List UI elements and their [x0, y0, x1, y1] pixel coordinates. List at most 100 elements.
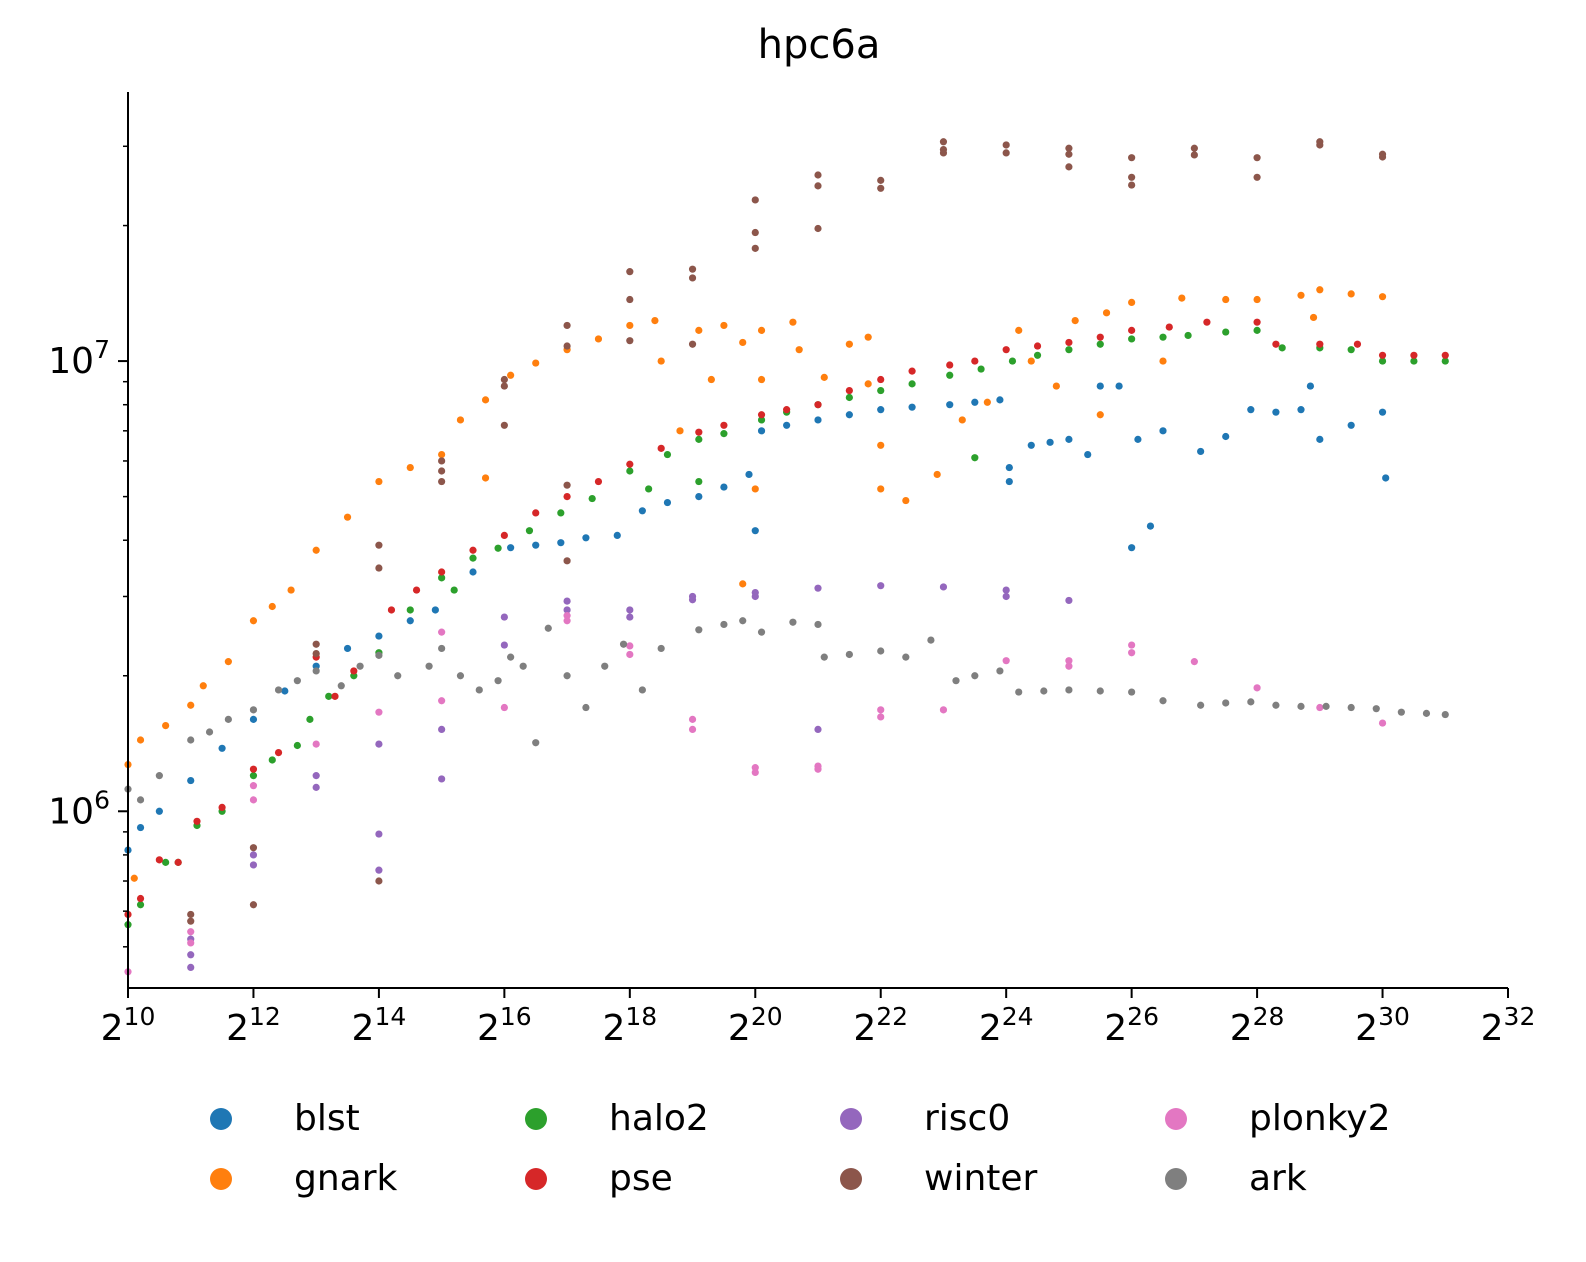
point-blst: [1115, 382, 1123, 390]
point-blst: [1027, 441, 1035, 449]
point-ark: [1272, 701, 1280, 709]
point-blst: [249, 715, 258, 723]
point-pse: [814, 401, 822, 409]
point-ark: [820, 653, 828, 661]
point-gnark: [651, 317, 659, 325]
point-halo2: [588, 494, 596, 503]
point-halo2: [1222, 328, 1230, 336]
point-gnark: [456, 416, 465, 424]
x-tick-label: 232: [1481, 1002, 1536, 1049]
point-gnark: [1096, 411, 1104, 419]
point-gnark: [958, 416, 966, 424]
point-winter: [751, 196, 759, 204]
point-ark: [1040, 687, 1048, 695]
point-gnark: [983, 398, 991, 406]
point-pse: [155, 856, 163, 864]
point-blst: [1005, 477, 1013, 486]
point-blst: [532, 541, 540, 549]
legend-marker: [525, 1107, 547, 1130]
point-ark: [1015, 688, 1023, 696]
point-pse: [387, 606, 396, 614]
point-pse: [877, 375, 885, 384]
point-risc0: [187, 951, 195, 959]
point-halo2: [1033, 351, 1042, 359]
point-ark: [155, 772, 163, 780]
point-halo2: [494, 544, 502, 552]
point-gnark: [1015, 326, 1023, 334]
series-risc0: [187, 582, 1073, 972]
point-plonky2: [187, 928, 195, 936]
point-gnark: [224, 658, 232, 666]
point-gnark: [162, 721, 170, 730]
point-pse: [193, 817, 201, 825]
point-blst: [1222, 432, 1230, 441]
point-risc0: [1065, 596, 1073, 605]
point-winter: [1190, 144, 1198, 152]
point-ark: [877, 647, 885, 655]
point-pse: [1096, 333, 1104, 341]
point-plonky2: [688, 725, 697, 734]
point-ark: [619, 640, 628, 648]
point-risc0: [312, 783, 320, 791]
legend-marker: [840, 1107, 862, 1130]
point-ark: [136, 796, 145, 804]
point-halo2: [695, 477, 703, 486]
point-gnark: [757, 375, 766, 384]
point-ark: [519, 662, 527, 670]
y-tick-label: 107: [48, 335, 110, 382]
point-risc0: [375, 740, 383, 748]
point-gnark: [864, 380, 872, 388]
point-ark: [789, 618, 797, 626]
point-halo2: [1159, 333, 1167, 341]
point-pse: [1353, 340, 1362, 348]
x-tick-label: 216: [477, 1002, 532, 1049]
point-blst: [1065, 435, 1073, 443]
point-halo2: [406, 606, 414, 614]
point-pse: [563, 493, 571, 501]
point-halo2: [626, 467, 634, 475]
point-risc0: [1002, 586, 1010, 594]
point-ark: [563, 672, 571, 680]
point-blst: [1128, 544, 1136, 552]
point-winter: [563, 481, 571, 489]
point-winter: [1253, 173, 1261, 181]
point-blst: [469, 568, 477, 576]
point-halo2: [1008, 357, 1017, 365]
point-pse: [274, 749, 283, 757]
legend-item-plonky2: plonky2: [1165, 1098, 1390, 1139]
point-winter: [1065, 150, 1073, 158]
point-gnark: [739, 580, 747, 588]
point-gnark: [136, 736, 145, 744]
point-pse: [845, 386, 853, 395]
point-blst: [1197, 447, 1205, 456]
point-plonky2: [751, 768, 759, 776]
point-ark: [582, 703, 590, 712]
point-ark: [657, 644, 665, 653]
point-ark: [638, 686, 646, 694]
point-winter: [563, 321, 571, 330]
point-pse: [1316, 340, 1324, 348]
point-gnark: [795, 346, 803, 354]
point-plonky2: [1190, 658, 1198, 666]
point-risc0: [626, 613, 634, 621]
point-winter: [626, 337, 634, 345]
point-gnark: [406, 463, 414, 472]
point-winter: [375, 564, 383, 572]
point-winter: [375, 541, 383, 549]
point-gnark: [845, 340, 853, 348]
point-pse: [908, 367, 916, 375]
point-pse: [1378, 351, 1387, 359]
point-plonky2: [814, 765, 822, 773]
point-winter: [1065, 144, 1073, 152]
point-gnark: [481, 396, 490, 404]
point-blst: [1378, 408, 1387, 416]
point-gnark: [1378, 293, 1387, 301]
point-halo2: [469, 554, 477, 562]
point-pse: [438, 568, 446, 576]
point-winter: [249, 901, 258, 909]
point-halo2: [971, 454, 979, 462]
point-halo2: [1096, 340, 1104, 348]
point-ark: [456, 672, 465, 680]
point-blst: [946, 401, 954, 409]
point-gnark: [1316, 286, 1324, 294]
